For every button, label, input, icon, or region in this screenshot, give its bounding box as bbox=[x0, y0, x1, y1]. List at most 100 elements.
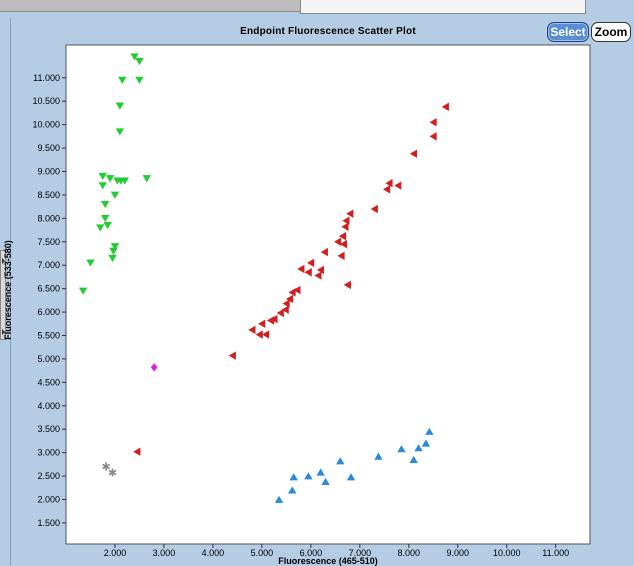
data-point-triangle-down bbox=[100, 200, 110, 209]
y-tick-label: 3.500 bbox=[37, 424, 60, 434]
y-tick-label: 6.500 bbox=[37, 284, 60, 294]
data-point-triangle-left bbox=[338, 231, 347, 241]
data-point-triangle-left bbox=[316, 265, 325, 275]
data-point-triangle-left bbox=[304, 268, 312, 277]
data-point-triangle-down bbox=[115, 128, 125, 136]
data-point-triangle-down bbox=[130, 53, 139, 61]
y-tick-label: 3.000 bbox=[37, 448, 60, 458]
data-point-triangle-down bbox=[110, 243, 120, 251]
splitter-arrow-icon bbox=[2, 258, 5, 264]
top-panel-frame bbox=[300, 0, 586, 14]
data-point-triangle-left bbox=[262, 330, 270, 339]
data-point-triangle-left bbox=[441, 102, 449, 112]
data-point-triangle-left bbox=[394, 181, 402, 190]
data-point-triangle-down bbox=[103, 222, 112, 230]
data-point-triangle-up bbox=[336, 457, 345, 465]
y-axis-title: Fluorescence (533-580) bbox=[3, 240, 13, 340]
x-tick-label: 4.000 bbox=[202, 548, 225, 558]
data-point-triangle-down bbox=[118, 76, 127, 84]
data-point-triangle-left bbox=[248, 325, 256, 335]
top-tab-strip bbox=[0, 0, 302, 12]
data-point-triangle-down bbox=[115, 102, 125, 110]
data-point-triangle-left bbox=[320, 247, 328, 257]
data-point-triangle-up bbox=[421, 439, 431, 447]
y-tick-label: 5.000 bbox=[37, 354, 60, 364]
y-tick-label: 2.000 bbox=[37, 494, 60, 504]
x-tick-label: 9.000 bbox=[447, 548, 470, 558]
x-tick-label: 2.000 bbox=[104, 548, 127, 558]
data-point-triangle-left bbox=[297, 264, 305, 274]
data-point-triangle-down bbox=[96, 224, 105, 232]
data-point-triangle-down bbox=[109, 247, 118, 255]
data-point-triangle-left bbox=[276, 308, 284, 318]
select-button[interactable]: Select bbox=[547, 22, 589, 42]
data-point-triangle-left bbox=[133, 447, 141, 456]
y-tick-label: 2.500 bbox=[37, 471, 60, 481]
y-tick-label: 9.500 bbox=[37, 143, 60, 153]
x-tick-label: 10.000 bbox=[493, 548, 521, 558]
data-point-triangle-left bbox=[270, 314, 278, 324]
data-point-triangle-left bbox=[258, 319, 266, 328]
y-tick-label: 8.500 bbox=[37, 190, 60, 200]
y-tick-label: 6.000 bbox=[37, 307, 60, 317]
data-point-triangle-left bbox=[228, 351, 236, 360]
data-point-triangle-down bbox=[86, 259, 95, 267]
data-point-triangle-left bbox=[385, 179, 393, 188]
y-tick-label: 9.000 bbox=[37, 167, 60, 177]
y-tick-label: 7.000 bbox=[37, 260, 60, 270]
data-point-triangle-left bbox=[382, 185, 391, 194]
data-point-triangle-left bbox=[343, 280, 351, 290]
y-tick-label: 7.500 bbox=[37, 237, 60, 247]
data-point-triangle-up bbox=[321, 477, 330, 486]
data-point-triangle-up bbox=[288, 486, 297, 494]
data-point-triangle-down bbox=[135, 58, 144, 66]
zoom-button[interactable]: Zoom bbox=[591, 22, 631, 42]
x-tick-label: 8.000 bbox=[398, 548, 421, 558]
data-point-triangle-left bbox=[409, 149, 418, 158]
data-point-star: ✱ bbox=[108, 466, 117, 479]
data-point-triangle-up bbox=[289, 473, 298, 481]
data-point-triangle-left bbox=[337, 251, 345, 261]
data-point-triangle-down bbox=[98, 182, 107, 190]
data-point-triangle-down bbox=[135, 76, 144, 84]
data-point-triangle-left bbox=[341, 222, 349, 231]
data-point-diamond bbox=[150, 363, 158, 372]
data-point-triangle-down bbox=[108, 254, 117, 262]
data-point-triangle-left bbox=[334, 237, 342, 246]
data-point-triangle-up bbox=[304, 472, 313, 480]
x-tick-label: 5.000 bbox=[251, 548, 274, 558]
data-point-triangle-left bbox=[429, 132, 437, 141]
data-point-triangle-left bbox=[255, 330, 263, 339]
data-point-triangle-down bbox=[100, 215, 110, 223]
data-point-triangle-up bbox=[397, 445, 406, 453]
y-tick-label: 4.000 bbox=[37, 401, 60, 411]
data-point-triangle-left bbox=[370, 204, 378, 214]
data-point-triangle-down bbox=[105, 175, 115, 183]
x-tick-label: 3.000 bbox=[153, 548, 176, 558]
data-point-triangle-down bbox=[120, 177, 129, 185]
chart-title: Endpoint Fluorescence Scatter Plot bbox=[240, 26, 416, 37]
y-tick-label: 11.000 bbox=[33, 73, 60, 83]
splitter-arrow-icon bbox=[2, 329, 5, 335]
data-point-star: ✱ bbox=[102, 461, 111, 474]
data-point-triangle-up bbox=[409, 455, 418, 464]
side-splitter-handle[interactable] bbox=[0, 250, 6, 340]
y-tick-label: 4.500 bbox=[37, 377, 60, 387]
data-point-triangle-up bbox=[425, 427, 434, 435]
data-point-triangle-left bbox=[346, 209, 354, 218]
y-tick-label: 5.500 bbox=[37, 330, 60, 340]
data-point-triangle-down bbox=[98, 172, 107, 180]
data-point-triangle-left bbox=[339, 239, 348, 249]
x-tick-label: 11.000 bbox=[542, 548, 569, 558]
x-tick-label: 7.000 bbox=[349, 548, 372, 558]
data-point-triangle-left bbox=[293, 285, 301, 295]
data-point-triangle-left bbox=[342, 216, 350, 225]
data-point-triangle-left bbox=[307, 258, 315, 268]
data-point-triangle-up bbox=[346, 473, 356, 481]
x-tick-label: 6.000 bbox=[300, 548, 323, 558]
data-point-triangle-left bbox=[282, 299, 290, 308]
data-point-triangle-left bbox=[429, 118, 437, 127]
data-point-triangle-down bbox=[78, 287, 88, 295]
data-point-triangle-left bbox=[286, 294, 294, 304]
